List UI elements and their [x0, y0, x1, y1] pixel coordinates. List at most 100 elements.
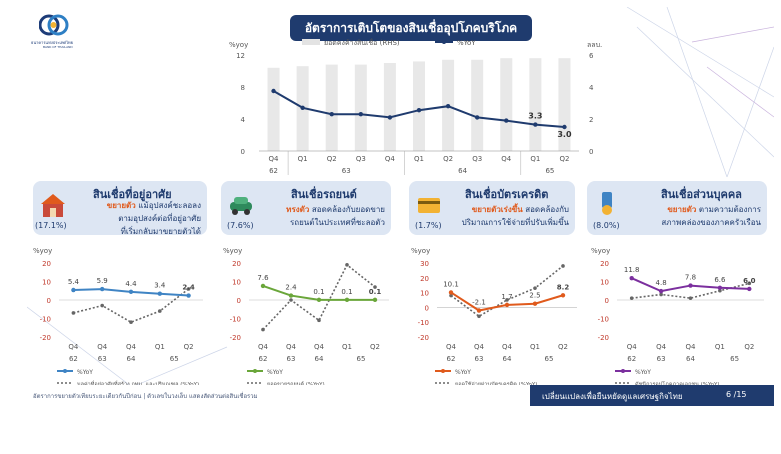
x-tick-quarter: Q1: [342, 343, 352, 351]
x-tick-year: 65: [357, 355, 366, 363]
x-tick-year: 62: [69, 355, 78, 363]
panel-card-desc: ขยายตัวเร่งขึ้น สอดคล้องกับ ปริมาณการใช้…: [461, 205, 569, 227]
benchmark-point: [261, 327, 265, 332]
panel-auto-title: สินเชื่อรถยนต์: [291, 188, 357, 201]
data-label: 5.9: [97, 277, 108, 285]
legend-marker-yoy: [253, 369, 257, 373]
car-icon: [230, 197, 252, 215]
y-tick-left: 8: [241, 84, 245, 92]
y-tick: -10: [418, 319, 429, 327]
y-tick: 0: [425, 304, 429, 312]
credit-card-loan-chart: %yoy 30 20 10 0 -10 -20 10.1 -2.1 1.7 2.5 8.2 Q4 Q4 Q4…: [411, 247, 577, 388]
yoy-point: [504, 302, 510, 308]
data-label: 2.4: [182, 284, 195, 292]
y-tick-right: 6: [589, 52, 594, 60]
data-label: 7.8: [685, 274, 696, 282]
panel-card-title: สินเชื่อบัตรเครดิต: [465, 188, 549, 201]
benchmark-point: [561, 264, 565, 268]
panel-credit-card: (1.7%) สินเชื่อบัตรเครดิต ขยายตัวเร่งขึ้…: [409, 181, 575, 235]
panel-housing-title: สินเชื่อที่อยู่อาศัย: [93, 188, 172, 201]
data-label: 6.0: [743, 277, 756, 285]
y-tick: -10: [230, 316, 241, 324]
y-tick: 10: [600, 279, 609, 287]
logo-name: ธนาคารแห่งประเทศไทย: [31, 40, 74, 45]
x-tick-quarter: Q2: [744, 343, 754, 351]
x-tick-quarter: Q1: [530, 343, 540, 351]
panel-housing-share: (17.1%): [35, 221, 67, 230]
footer: อัตราการขยายตัวเทียบระยะเดียวกันปีก่อน |…: [27, 385, 774, 406]
x-tick-quarter: Q4: [656, 343, 667, 351]
y-tick-left: 0: [241, 148, 245, 156]
page-title: อัตราการเติบโตของสินเชื่ออุปโภคบริโภค: [290, 15, 532, 41]
yoy-point: [387, 115, 393, 120]
yoy-point: [560, 293, 566, 298]
benchmark-point: [477, 314, 481, 319]
y-tick-right: 0: [589, 148, 593, 156]
bot-logo-icon: [39, 14, 69, 36]
legend-label-yoy: %YoY: [267, 369, 283, 376]
x-tick-quarter: Q1: [155, 343, 165, 351]
legend-marker-yoy: [621, 369, 625, 373]
x-tick-quarter: Q2: [558, 343, 568, 351]
data-label: 2.4: [285, 284, 297, 292]
yoy-point: [658, 288, 664, 294]
x-tick-quarter: Q4: [286, 343, 297, 351]
data-label: 1.7: [501, 293, 512, 301]
x-tick-year: 64: [686, 355, 695, 363]
benchmark-point: [449, 293, 453, 298]
x-tick-year: 65: [730, 355, 739, 363]
benchmark-point: [629, 296, 634, 300]
x-tick-quarter: Q4: [269, 155, 280, 163]
y-tick: 30: [420, 260, 429, 268]
benchmark-point: [505, 298, 509, 302]
yoy-point: [504, 118, 509, 123]
yoy-point: [71, 287, 76, 293]
personal-loan-chart: %yoy 20 10 0 -10 -20 11.8 4.8 7.8 6.6 6.0 Q4 Q4 Q4 Q1 Q…: [591, 247, 764, 388]
legend-swatch-bars: [302, 39, 320, 45]
x-tick-year: 64: [315, 355, 324, 363]
x-tick-year: 63: [287, 355, 296, 363]
footer-bar: เปลี่ยนแปลงเพื่อยืนหยัดดูแลเศรษฐกิจไทย 6…: [530, 385, 774, 406]
bot-logo: ธนาคารแห่งประเทศไทย BANK OF THAILAND: [31, 13, 101, 53]
yoy-point: [260, 283, 266, 289]
yoy-point: [344, 297, 350, 303]
benchmark-point: [688, 296, 693, 300]
yoy-point: [329, 112, 334, 117]
yoy-point: [629, 275, 634, 281]
x-tick-year: 63: [657, 355, 666, 363]
data-label: 4.8: [656, 279, 667, 287]
data-label: 2.5: [529, 292, 540, 300]
x-tick-quarter: Q2: [370, 343, 380, 351]
data-label: 6.6: [714, 276, 726, 284]
panel-personal-share: (8.0%): [593, 221, 620, 230]
slide: ธนาคารแห่งประเทศไทย BANK OF THAILAND อัต…: [27, 7, 774, 406]
x-tick-quarter: Q4: [68, 343, 79, 351]
x-tick-year: 65: [545, 167, 554, 175]
y-tick: 0: [47, 297, 51, 305]
benchmark-point: [317, 318, 321, 323]
benchmark-point: [659, 292, 663, 297]
yoy-point: [372, 297, 378, 303]
y-tick-right: 4: [589, 84, 594, 92]
x-tick-year: 62: [259, 355, 268, 363]
y-tick: -20: [230, 334, 241, 342]
x-tick-quarter: Q2: [559, 155, 569, 163]
yoy-point: [474, 115, 480, 120]
legend-label-benchmark: ดัชนีการอุปโภคภาคเอกชน (%YoY): [635, 380, 720, 388]
outstanding-bar: [354, 64, 367, 151]
panel-auto: (7.6%) สินเชื่อรถยนต์ ทรงตัว สอดคล้องกับ…: [221, 181, 391, 235]
auto-loan-chart: %yoy 20 10 0 -10 -20 7.6 2.4 0.1 0.1 0.1 Q4 Q4 Q4 Q1 Q2…: [223, 247, 389, 388]
panel-card-share: (1.7%): [415, 221, 442, 230]
housing-loan-chart: %yoy 20 10 0 -10 -20 5.4 5.9 4.4 3.4 2.4 Q4 Q4 Q4 Q1 Q2…: [33, 247, 203, 388]
y-tick: 20: [600, 260, 609, 268]
x-tick-quarter: Q4: [97, 343, 108, 351]
x-tick-quarter: Q4: [502, 343, 513, 351]
x-tick-year: 63: [475, 355, 484, 363]
x-tick-year: 64: [503, 355, 512, 363]
x-tick-quarter: Q4: [126, 343, 137, 351]
yoy-point: [100, 286, 105, 292]
legend-label-yoy: %YoY: [635, 369, 651, 376]
panel-housing: (17.1%) สินเชื่อที่อยู่อาศัย ขยายตัว แม้…: [33, 181, 207, 236]
legend-label-bars: ยอดคงค้างสินเชื่อ (RHS): [324, 38, 400, 47]
